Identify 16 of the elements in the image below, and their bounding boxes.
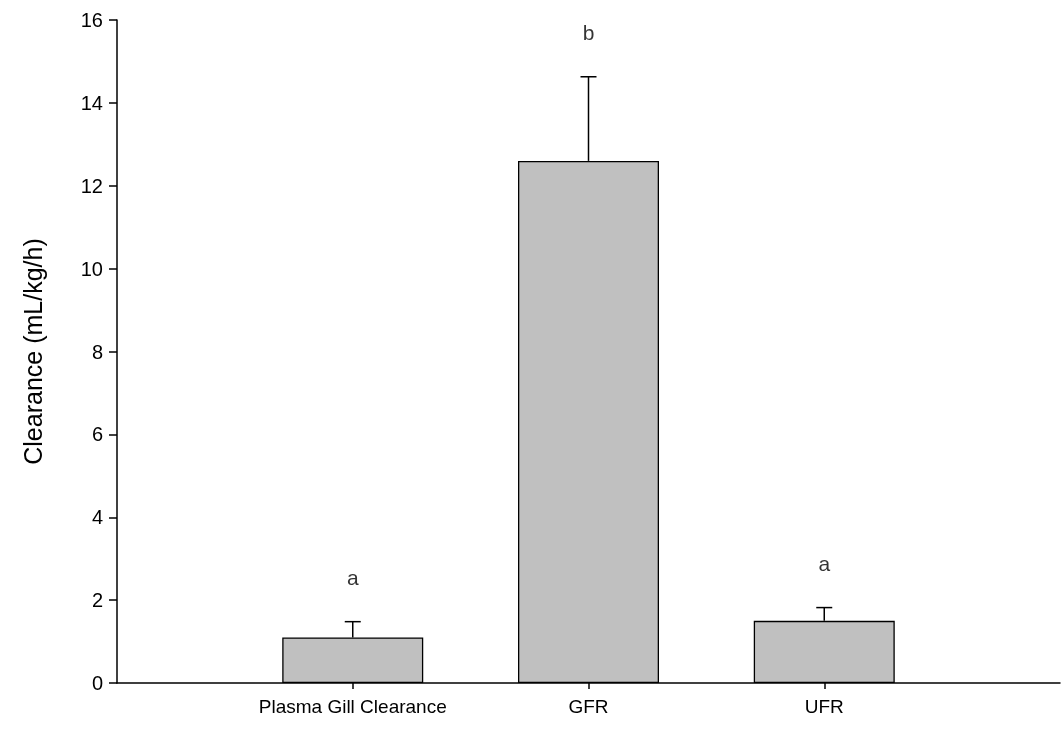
y-tick-label: 12	[80, 174, 103, 197]
y-tick-label: 2	[91, 589, 103, 612]
y-tick-label: 8	[91, 340, 103, 363]
y-tick-label: 6	[91, 423, 103, 446]
y-tick-label: 16	[80, 9, 103, 31]
annotation: a	[346, 565, 359, 589]
x-tick-label: GFR	[568, 696, 609, 717]
y-tick-label: 14	[80, 91, 103, 114]
x-tick-label: UFR	[804, 696, 844, 717]
y-tick-label: 10	[80, 257, 103, 280]
annotation: a	[818, 551, 831, 575]
annotation: b	[582, 20, 595, 44]
y-tick-label: 4	[91, 506, 103, 529]
y-tick-label: 0	[91, 672, 103, 694]
x-tick-label: Plasma Gill Clearance	[258, 696, 447, 717]
y-axis-title: Clearance (mL/kg/h)	[18, 238, 47, 465]
